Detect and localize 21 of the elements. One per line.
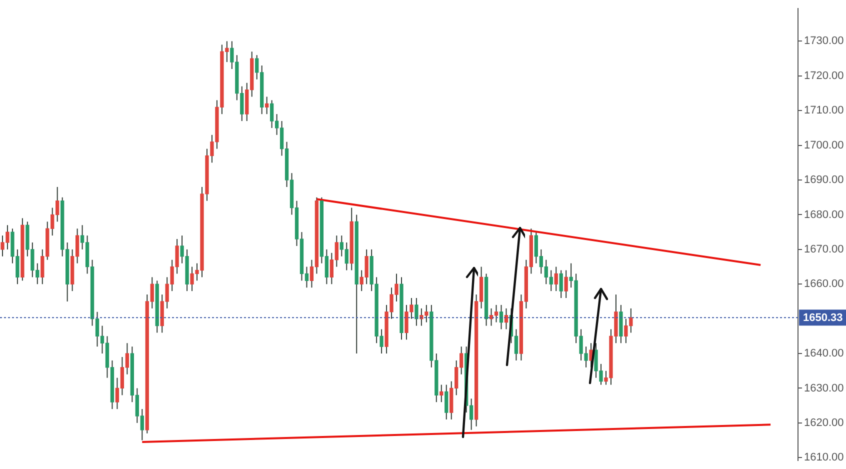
y-tick-label: 1680.00 (804, 208, 844, 221)
y-tick-label: 1690.00 (804, 174, 844, 186)
candlestick (414, 298, 418, 326)
y-tick-label: 1720.00 (804, 70, 844, 82)
candlestick (559, 270, 563, 298)
y-tick-label: 1660.00 (804, 278, 844, 290)
y-tick-label: 1610.00 (804, 452, 844, 464)
y-tick-label: 1620.00 (804, 416, 844, 429)
y-tick-label: 1640.00 (804, 348, 844, 360)
y-tick-label: 1700.00 (804, 139, 844, 152)
candlestick (564, 270, 568, 298)
y-tick-label: 1630.00 (804, 382, 844, 394)
y-tick-label: 1670.00 (804, 243, 844, 256)
y-tick-label: 1710.00 (804, 104, 844, 117)
candlestick (440, 384, 444, 403)
candlestick (265, 96, 269, 115)
candlestick (444, 384, 448, 420)
y-tick-label: 1730.00 (804, 35, 844, 48)
ref-line-label: 1650.33 (803, 312, 843, 324)
candlestick (499, 304, 504, 330)
candlestick (554, 266, 558, 292)
